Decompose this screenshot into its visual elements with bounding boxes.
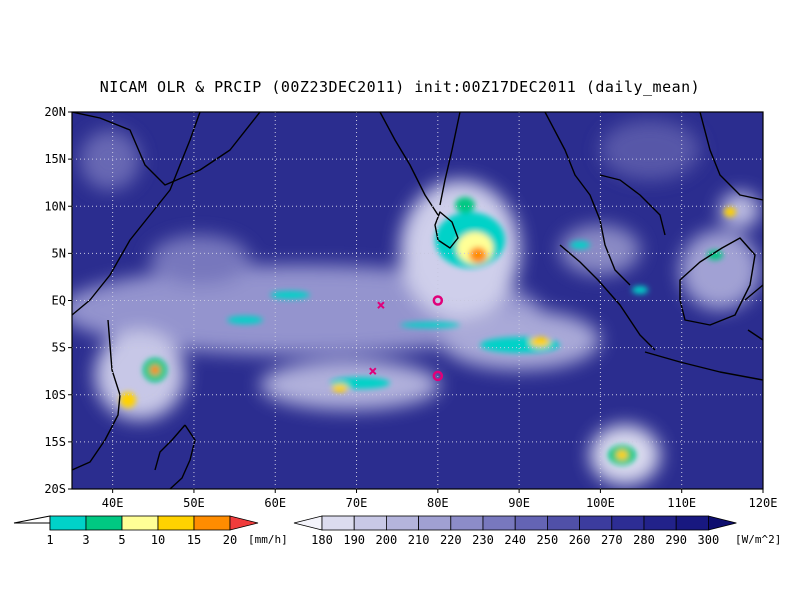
olr-legend-label: 190 [343, 533, 365, 547]
olr-legend-swatch [547, 515, 581, 531]
y-tick-label: 20N [44, 105, 66, 119]
storm-markers [369, 295, 444, 382]
olr-legend-label: 210 [408, 533, 430, 547]
precip-legend-high-arrow [229, 515, 259, 531]
coast-arabia-india [72, 112, 461, 216]
y-tick-label: 10N [44, 199, 66, 213]
olr-legend-low-arrow [293, 515, 323, 531]
y-tick-label: 10S [44, 388, 66, 402]
coast-madagascar [154, 424, 196, 489]
coast-sri-lanka [434, 211, 459, 249]
olr-legend-high-arrow [708, 515, 737, 531]
x-tick-label: 100E [586, 496, 615, 510]
y-tick-label: 5N [52, 246, 66, 260]
y-tick-label: 15S [44, 435, 66, 449]
y-tick-label: 15N [44, 152, 66, 166]
olr-legend-label: 230 [472, 533, 494, 547]
olr-legend-swatch [675, 515, 709, 531]
precip-legend-swatch [49, 515, 87, 531]
precip-field [120, 197, 736, 465]
olr-legend-swatch [611, 515, 645, 531]
olr-legend-unit: [W/m^2] [735, 533, 781, 546]
precip-legend: 1 3 5 10 15 20 [mm/h] [13, 515, 288, 547]
olr-legend-swatch [450, 515, 484, 531]
olr-legend-swatch [514, 515, 548, 531]
precip-legend-label: 3 [82, 533, 89, 547]
olr-legend-label: 240 [504, 533, 526, 547]
coast-sumatra [559, 244, 656, 351]
olr-legend-swatch [418, 515, 452, 531]
olr-legend-swatch [579, 515, 613, 531]
precip-legend-label: 5 [118, 533, 125, 547]
olr-legend-swatch [321, 515, 355, 531]
x-tick-label: 90E [508, 496, 530, 510]
storm-cross-marker [377, 301, 385, 309]
coast-africa [72, 112, 201, 471]
olr-legend-label: 300 [698, 533, 720, 547]
x-tick-label: 110E [667, 496, 696, 510]
coast-java [644, 351, 763, 381]
y-tick-label: EQ [52, 294, 66, 308]
x-tick-label: 70E [346, 496, 368, 510]
precip-legend-unit: [mm/h] [248, 533, 288, 546]
olr-cloud-field [72, 120, 760, 485]
y-tick-label: 20S [44, 482, 66, 496]
coastlines [72, 112, 763, 489]
olr-legend-swatch [385, 515, 419, 531]
precip-legend-label: 1 [46, 533, 53, 547]
coast-southeast-asia [544, 112, 763, 286]
precip-legend-swatch [157, 515, 195, 531]
olr-legend-label: 220 [440, 533, 462, 547]
latitude-axis: 20N 15N 10N 5N EQ 5S 10S 15S 20S [44, 105, 72, 496]
map-area [72, 112, 763, 489]
longitude-axis: 40E 50E 60E 70E 80E 90E 100E 110E 120E [102, 489, 778, 510]
precip-legend-swatch [193, 515, 231, 531]
olr-legend-swatch [353, 515, 387, 531]
storm-cross-marker [369, 367, 377, 375]
map-title: NICAM OLR & PRCIP (00Z23DEC2011) init:00… [99, 78, 701, 96]
olr-legend-label: 200 [376, 533, 398, 547]
olr-legend-label: 290 [665, 533, 687, 547]
storm-circle-marker [432, 295, 444, 306]
coast-sulawesi [744, 284, 763, 341]
olr-legend-label: 270 [601, 533, 623, 547]
precip-legend-swatch [85, 515, 123, 531]
precip-legend-label: 10 [151, 533, 165, 547]
olr-legend-label: 260 [569, 533, 591, 547]
x-tick-label: 50E [183, 496, 205, 510]
olr-legend-swatch [643, 515, 677, 531]
olr-legend-label: 250 [537, 533, 559, 547]
y-tick-label: 5S [52, 341, 66, 355]
olr-legend-swatch [482, 515, 516, 531]
x-tick-label: 40E [102, 496, 124, 510]
x-tick-label: 80E [427, 496, 449, 510]
precip-legend-label: 15 [187, 533, 201, 547]
olr-legend-label: 180 [311, 533, 333, 547]
precip-legend-low-arrow [13, 515, 51, 530]
precip-legend-label: 20 [223, 533, 237, 547]
x-tick-label: 120E [749, 496, 778, 510]
olr-legend: 180 190 200 210 220 230 240 250 260 270 280 290 300 [… [293, 515, 781, 547]
precip-legend-swatch [121, 515, 159, 531]
x-tick-label: 60E [264, 496, 286, 510]
storm-circle-marker [432, 370, 444, 382]
coast-borneo [679, 237, 756, 326]
olr-legend-label: 280 [633, 533, 655, 547]
